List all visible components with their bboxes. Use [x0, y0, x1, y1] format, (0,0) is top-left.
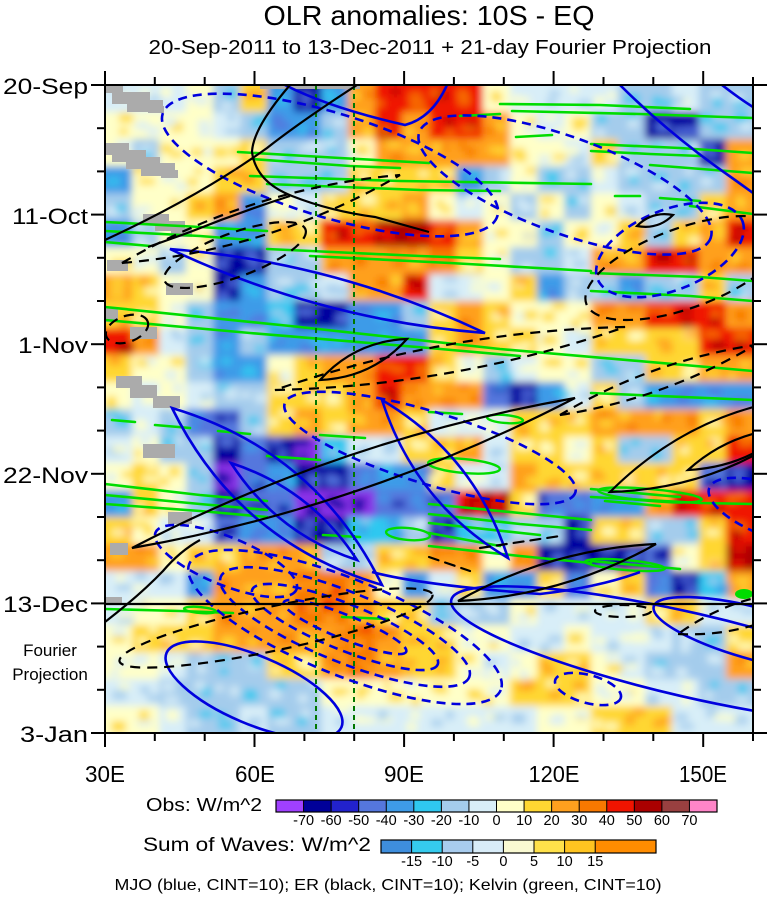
svg-text:60E: 60E [235, 761, 275, 787]
svg-text:40: 40 [599, 813, 615, 829]
svg-text:-70: -70 [293, 813, 314, 829]
svg-text:50: 50 [626, 813, 642, 829]
svg-text:-60: -60 [321, 813, 342, 829]
svg-text:MJO (blue, CINT=10); ER (black: MJO (blue, CINT=10); ER (black, CINT=10)… [115, 877, 662, 894]
svg-text:20: 20 [544, 813, 560, 829]
svg-text:1-Nov: 1-Nov [18, 333, 88, 358]
svg-text:-10: -10 [458, 813, 479, 829]
svg-text:20-Sep-2011 to 13-Dec-2011 + 2: 20-Sep-2011 to 13-Dec-2011 + 21-day Four… [149, 37, 712, 59]
svg-text:10: 10 [516, 813, 532, 829]
svg-text:20-Sep: 20-Sep [3, 74, 88, 99]
svg-text:Obs: W/m^2: Obs: W/m^2 [146, 795, 262, 815]
svg-text:70: 70 [681, 813, 697, 829]
svg-text:0: 0 [492, 813, 500, 829]
svg-text:3-Jan: 3-Jan [20, 722, 88, 747]
svg-text:15: 15 [587, 854, 603, 870]
svg-text:-15: -15 [401, 854, 422, 870]
svg-text:30: 30 [571, 813, 587, 829]
svg-text:13-Dec: 13-Dec [3, 592, 88, 617]
svg-text:Sum of Waves: W/m^2: Sum of Waves: W/m^2 [143, 835, 371, 856]
svg-text:30E: 30E [85, 761, 125, 787]
svg-text:60: 60 [654, 813, 670, 829]
svg-text:-5: -5 [466, 854, 479, 870]
svg-text:-50: -50 [348, 813, 369, 829]
svg-text:Fourier: Fourier [23, 641, 77, 660]
svg-text:22-Nov: 22-Nov [3, 463, 88, 488]
svg-text:0: 0 [499, 854, 507, 870]
svg-text:-20: -20 [431, 813, 452, 829]
svg-text:-40: -40 [376, 813, 397, 829]
svg-text:Projection: Projection [12, 665, 88, 684]
svg-text:90E: 90E [384, 761, 424, 787]
svg-text:11-Oct: 11-Oct [12, 204, 88, 229]
svg-text:-10: -10 [432, 854, 453, 870]
svg-text:10: 10 [557, 854, 573, 870]
svg-text:OLR anomalies: 10S - EQ: OLR anomalies: 10S - EQ [264, 0, 595, 31]
svg-text:120E: 120E [529, 761, 580, 787]
svg-text:5: 5 [530, 854, 538, 870]
svg-text:-30: -30 [403, 813, 424, 829]
svg-text:150E: 150E [679, 761, 727, 787]
